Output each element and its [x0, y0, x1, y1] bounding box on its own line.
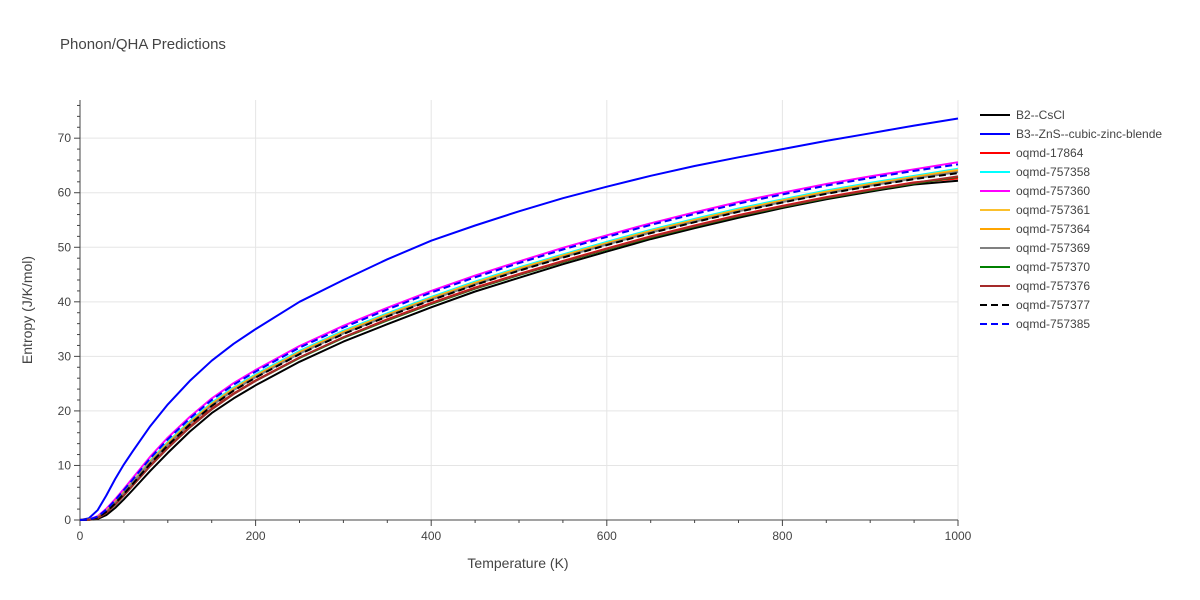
x-tick-label: 200 [246, 529, 266, 543]
legend: B2--CsCl B3--ZnS--cubic-zinc-blende oqmd-1… [980, 108, 1162, 331]
x-tick-label: 600 [597, 529, 617, 543]
x-axis-label: Temperature (K) [467, 555, 568, 571]
y-tick-label: 70 [58, 131, 72, 145]
x-tick-label: 800 [772, 529, 792, 543]
legend-label: oqmd-17864 [1016, 146, 1084, 160]
legend-label: oqmd-757369 [1016, 241, 1090, 255]
legend-item[interactable]: B2--CsCl [980, 108, 1065, 122]
x-tick-label: 400 [421, 529, 441, 543]
series-line-oqmd-757385 [79, 163, 959, 521]
legend-label: B2--CsCl [1016, 108, 1065, 122]
legend-label: oqmd-757376 [1016, 279, 1090, 293]
series-line-oqmd-757358 [79, 167, 959, 521]
legend-label: oqmd-757361 [1016, 203, 1090, 217]
series-line-oqmd-757360 [79, 161, 959, 521]
legend-label: oqmd-757385 [1016, 317, 1090, 331]
y-tick-label: 40 [58, 295, 72, 309]
legend-label: oqmd-757377 [1016, 298, 1090, 312]
legend-item[interactable]: oqmd-757370 [980, 260, 1090, 274]
series-line-oqmd-757376 [79, 175, 959, 521]
x-tick-label: 1000 [945, 529, 972, 543]
legend-item[interactable]: oqmd-757385 [980, 317, 1090, 331]
y-tick-label: 20 [58, 404, 72, 418]
y-tick-label: 10 [58, 458, 72, 472]
legend-item[interactable]: oqmd-757358 [980, 165, 1090, 179]
legend-label: B3--ZnS--cubic-zinc-blende [1016, 127, 1162, 141]
series-line-oqmd-757364 [79, 169, 959, 521]
series-line-oqmd-17864 [79, 177, 959, 521]
chart-title: Phonon/QHA Predictions [60, 36, 226, 53]
legend-item[interactable]: oqmd-757364 [980, 222, 1090, 236]
legend-label: oqmd-757364 [1016, 222, 1090, 236]
legend-label: oqmd-757360 [1016, 184, 1090, 198]
legend-item[interactable]: oqmd-757377 [980, 298, 1090, 312]
y-tick-label: 0 [64, 513, 71, 527]
legend-item[interactable]: oqmd-757376 [980, 279, 1090, 293]
grid [80, 100, 959, 520]
legend-item[interactable]: oqmd-757361 [980, 203, 1090, 217]
legend-item[interactable]: oqmd-757369 [980, 241, 1090, 255]
legend-item[interactable]: B3--ZnS--cubic-zinc-blende [980, 127, 1162, 141]
legend-label: oqmd-757358 [1016, 165, 1090, 179]
legend-label: oqmd-757370 [1016, 260, 1090, 274]
series-line-oqmd-757370 [79, 175, 959, 521]
series-line-oqmd-757369 [79, 171, 959, 521]
plot-area [79, 117, 959, 521]
y-axis-label: Entropy (J/K/mol) [19, 256, 35, 364]
y-tick-label: 30 [58, 349, 72, 363]
series-line-oqmd-757377 [79, 172, 959, 521]
series-line-B3--ZnS--cubic-zinc-blende [79, 117, 959, 521]
legend-item[interactable]: oqmd-757360 [980, 184, 1090, 198]
series-line-oqmd-757361 [79, 168, 959, 521]
y-tick-label: 50 [58, 240, 72, 254]
y-tick-label: 60 [58, 186, 72, 200]
series-line-B2--CsCl [79, 179, 959, 521]
legend-item[interactable]: oqmd-17864 [980, 146, 1084, 160]
x-tick-label: 0 [77, 529, 84, 543]
axes: 0 200 400 600 800 1000 0 10 20 30 40 50 60 70 [58, 100, 972, 543]
